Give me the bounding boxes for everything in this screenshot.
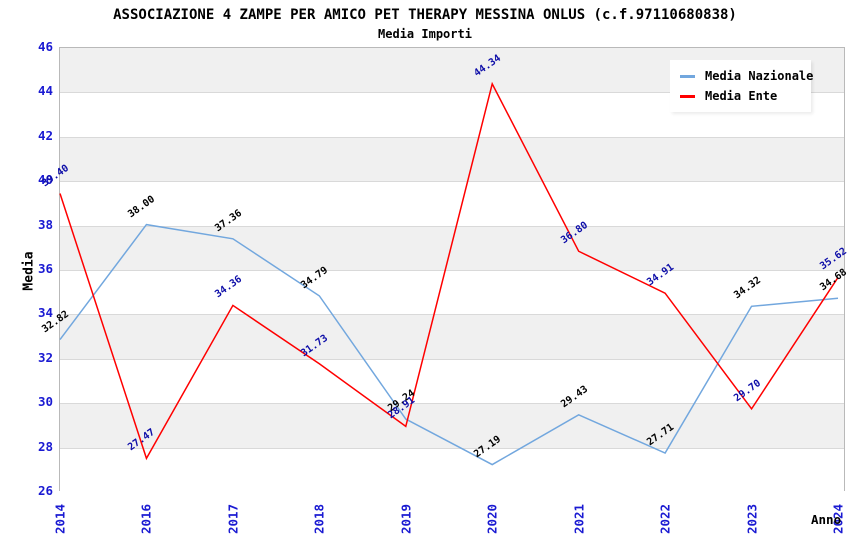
plot-band [60, 403, 844, 448]
chart-title: ASSOCIAZIONE 4 ZAMPE PER AMICO PET THERA… [113, 7, 737, 23]
y-tick-label: 46 [37, 39, 53, 54]
gridline [60, 358, 844, 360]
plot-band [60, 358, 844, 404]
legend-label-ente: Media Ente [705, 89, 778, 103]
x-tick-label: 2021 [571, 503, 587, 535]
y-tick-label: 30 [37, 394, 53, 410]
y-tick-label: 28 [37, 438, 53, 454]
x-tick-label: 2020 [484, 503, 500, 535]
plot-band [60, 447, 844, 492]
plot-band [60, 270, 844, 315]
y-tick-label: 42 [37, 127, 53, 143]
plot-band [60, 225, 844, 270]
plot-band [60, 181, 844, 226]
x-tick-label: 2014 [52, 503, 68, 535]
gridline [60, 225, 844, 227]
y-tick-label: 26 [37, 483, 53, 498]
plot-band [60, 136, 844, 182]
y-tick-label: 38 [37, 216, 53, 232]
gridline [60, 447, 844, 449]
x-tick-label: 2016 [138, 503, 154, 535]
legend-line-swatch-ente-icon [680, 94, 695, 98]
legend: Media Nazionale Media Ente [670, 60, 814, 112]
x-tick-label: 2023 [744, 503, 760, 535]
x-tick-label: 2019 [398, 503, 414, 535]
gridline [60, 403, 844, 405]
legend-item-nazionale: Media Nazionale [670, 66, 814, 86]
y-tick-label: 36 [37, 261, 53, 276]
gridline [60, 181, 844, 183]
plot-area [59, 47, 845, 492]
plot-band [60, 314, 844, 359]
legend-item-ente: Media Ente [670, 86, 811, 106]
legend-line-swatch-nazionale-icon [680, 74, 695, 78]
gridline [60, 314, 844, 316]
y-axis-title: Media [21, 251, 37, 291]
x-tick-label: 2018 [311, 503, 327, 535]
legend-label-nazionale: Media Nazionale [705, 69, 814, 83]
x-axis-title: Anno [811, 512, 842, 527]
y-tick-label: 44 [37, 83, 53, 99]
y-tick-label: 40 [37, 172, 53, 188]
x-tick-label: 2017 [225, 503, 241, 535]
gridline [60, 270, 844, 271]
chart-subtitle: Media Importi [378, 27, 472, 41]
y-tick-label: 34 [37, 305, 53, 321]
x-tick-label: 2022 [657, 503, 673, 535]
y-tick-label: 32 [37, 349, 53, 365]
gridline [60, 136, 844, 138]
